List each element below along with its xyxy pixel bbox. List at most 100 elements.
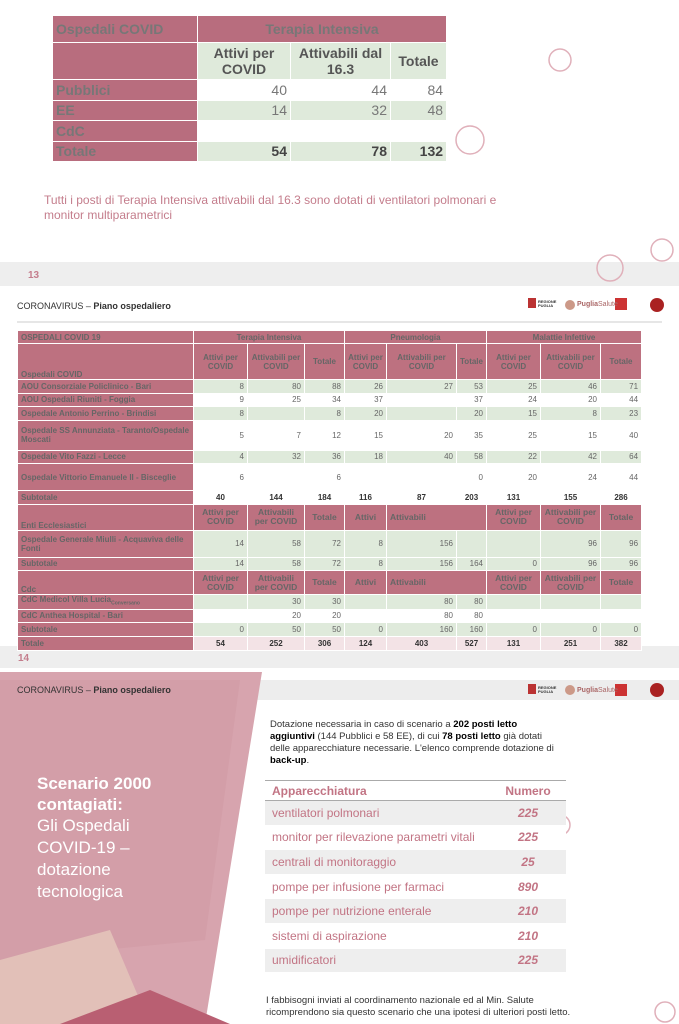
cell: 210 bbox=[490, 898, 566, 924]
cell: 54 bbox=[193, 635, 248, 651]
logo-text: PugliaSalute bbox=[577, 301, 618, 308]
cell: 35 bbox=[456, 419, 487, 451]
cell: Ospedale Generale Miulli - Acquaviva del… bbox=[17, 529, 194, 558]
cell bbox=[386, 406, 457, 421]
cell: Terapia Intensiva bbox=[196, 15, 448, 43]
cell: 15 bbox=[344, 419, 387, 451]
cell: 27 bbox=[386, 379, 457, 394]
cell: Attivi per COVID bbox=[197, 42, 291, 80]
header-title: Piano ospedaliero bbox=[93, 301, 171, 311]
cell: 37 bbox=[344, 392, 387, 407]
cell: Attivabili per COVID bbox=[540, 570, 601, 595]
cell: Totale bbox=[599, 503, 643, 531]
row: sistemi di aspirazione 210 bbox=[265, 923, 566, 949]
cell: Totale bbox=[389, 42, 448, 80]
cell: Apparecchiatura bbox=[265, 780, 490, 801]
cell: 78 bbox=[290, 140, 391, 162]
cell: 26 bbox=[344, 379, 387, 394]
cell: Attivabili per COVID bbox=[540, 503, 601, 531]
cell: Attivabili per COVID bbox=[247, 570, 305, 595]
row: centrali di monitoraggio 25 bbox=[265, 849, 566, 875]
cell: 164 bbox=[456, 556, 487, 571]
row: Ospedale Vittorio Emanuele II - Biscegli… bbox=[17, 463, 643, 491]
cell: AOU Consorziale Policlinico - Bari bbox=[17, 379, 194, 394]
row: Ospedali COVID Attivi per COVID Attivabili… bbox=[17, 343, 643, 380]
cell: 251 bbox=[540, 635, 601, 651]
row: Subtotale 40 144 184 116 87 203 131 155 286 bbox=[17, 490, 643, 505]
logo-text: REGIONE PUGLIA bbox=[538, 685, 557, 694]
cell: 58 bbox=[456, 449, 487, 464]
cell: 25 bbox=[486, 419, 541, 451]
cell bbox=[486, 594, 541, 610]
cell: 40 bbox=[599, 419, 643, 451]
cell: 72 bbox=[304, 556, 345, 571]
cell: 5 bbox=[193, 419, 248, 451]
page-break bbox=[0, 668, 679, 669]
cell: Attivabili per COVID bbox=[247, 503, 305, 531]
header-title: Piano ospedaliero bbox=[93, 685, 171, 695]
cell: 64 bbox=[599, 449, 643, 464]
equipment-table: Apparecchiatura Numero ventilatori polmona… bbox=[265, 780, 566, 974]
side-subtitle: Gli Ospedali COVID-19 – dotazione tecnol… bbox=[37, 816, 130, 901]
cell: 14 bbox=[193, 556, 248, 571]
cell: 252 bbox=[247, 635, 305, 651]
cell: 23 bbox=[599, 406, 643, 421]
cell: 42 bbox=[540, 449, 601, 464]
cell: 12 bbox=[304, 419, 345, 451]
cell: 0 bbox=[456, 463, 487, 491]
cell bbox=[193, 608, 248, 624]
cell: 80 bbox=[386, 608, 457, 624]
logo-word: Salute bbox=[598, 687, 618, 694]
row: EE 14 32 48 bbox=[52, 99, 448, 121]
cell: 58 bbox=[247, 556, 305, 571]
cell bbox=[344, 463, 387, 491]
row: pompe per nutrizione enterale 210 bbox=[265, 898, 566, 924]
logos bbox=[528, 298, 664, 697]
cell bbox=[247, 463, 305, 491]
cell: 225 bbox=[490, 948, 566, 974]
page-number: 14 bbox=[18, 653, 30, 664]
logo-word: Puglia bbox=[577, 687, 599, 694]
cell: 25 bbox=[490, 849, 566, 875]
cell: 30 bbox=[304, 594, 345, 610]
row: CdC Anthea Hospital - Bari 20 20 80 80 bbox=[17, 608, 643, 624]
cell bbox=[52, 42, 198, 80]
cell: 6 bbox=[193, 463, 248, 491]
cell bbox=[344, 608, 387, 624]
cell: Attivabili dal 16.3 bbox=[290, 42, 391, 80]
cell: 4 bbox=[193, 449, 248, 464]
side-title: Scenario 2000 contagiati: bbox=[37, 774, 152, 814]
cell: 203 bbox=[456, 490, 487, 505]
text-run: . bbox=[306, 755, 310, 766]
row: CdC bbox=[52, 120, 448, 142]
row: monitor per rilevazione parametri vitali… bbox=[265, 825, 566, 851]
logo-word: Puglia bbox=[577, 301, 599, 308]
row: Totale 54 252 306 124 403 527 131 251 382 bbox=[17, 635, 643, 651]
footer-band bbox=[0, 646, 679, 668]
cell: 144 bbox=[247, 490, 305, 505]
footer-band bbox=[0, 262, 679, 286]
cell: 53 bbox=[456, 379, 487, 394]
side-panel-accent bbox=[0, 930, 150, 1024]
row: Ospedale Antonio Perrino - Brindisi 8 8 20 2… bbox=[17, 406, 643, 421]
cell: Totale bbox=[52, 140, 198, 162]
cell: 72 bbox=[304, 529, 345, 558]
cell: 87 bbox=[386, 490, 457, 505]
cell: Ospedale SS Annunziata - Taranto/Ospedal… bbox=[17, 419, 194, 451]
cell bbox=[540, 608, 601, 624]
row: Totale 54 78 132 bbox=[52, 140, 448, 162]
note: Tutti i posti di Terapia Intensiva attiv… bbox=[44, 193, 497, 222]
cell: 225 bbox=[490, 800, 566, 826]
cell: 7 bbox=[247, 419, 305, 451]
cell: 890 bbox=[490, 874, 566, 900]
cell: sistemi di aspirazione bbox=[265, 923, 490, 949]
cell: Totale bbox=[304, 503, 345, 531]
cell: umidificatori bbox=[265, 948, 490, 974]
row: Ospedale Vito Fazzi - Lecce 4 32 36 18 40 58 22… bbox=[17, 449, 643, 464]
cell bbox=[599, 594, 643, 610]
cell: 225 bbox=[490, 825, 566, 851]
cell: 96 bbox=[540, 556, 601, 571]
cell: 306 bbox=[304, 635, 345, 651]
cell: 36 bbox=[304, 449, 345, 464]
